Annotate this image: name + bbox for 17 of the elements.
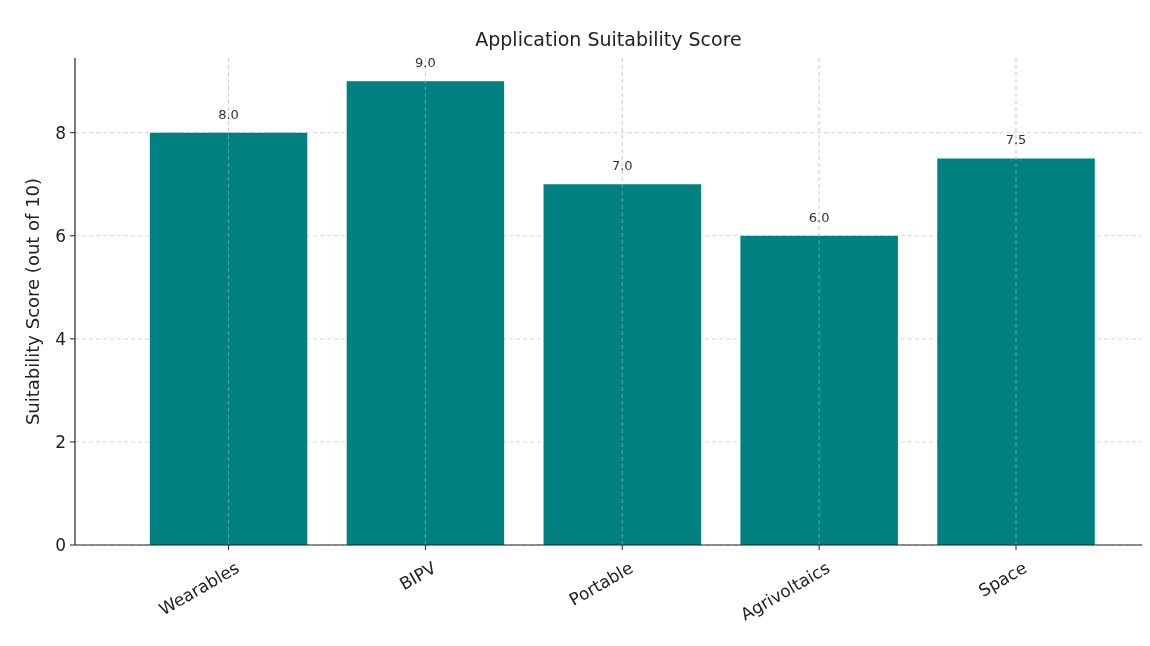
data-label: 9.0 (415, 55, 436, 71)
data-label: 8.0 (218, 106, 239, 122)
data-label: 7.0 (611, 158, 633, 174)
y-tick-label: 8 (55, 122, 66, 143)
y-tick-label: 6 (55, 225, 66, 246)
y-tick-label: 4 (55, 328, 66, 349)
bar (543, 184, 702, 545)
bar (346, 81, 505, 545)
y-tick-label: 2 (55, 431, 66, 452)
bar (937, 158, 1095, 545)
bar (740, 235, 898, 545)
chart-title: Application Suitability Score (475, 28, 742, 50)
y-tick-label: 0 (55, 534, 66, 555)
data-label: 6.0 (808, 209, 830, 225)
data-label: 7.5 (1005, 132, 1027, 148)
y-axis-title: Suitability Score (out of 10) (22, 177, 43, 426)
bar (149, 132, 308, 545)
